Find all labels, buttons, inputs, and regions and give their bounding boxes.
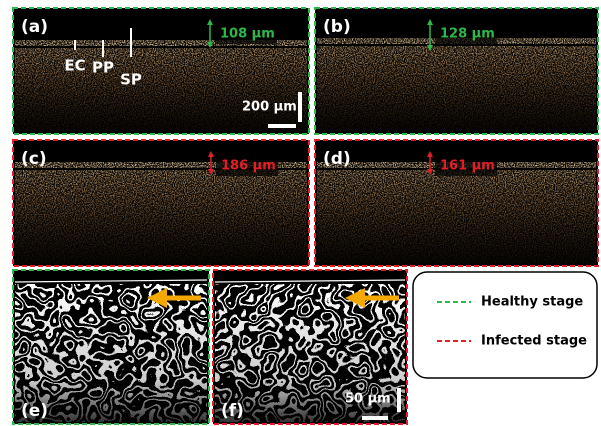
thickness-label: 186 μm [221, 159, 276, 174]
panel-label: (b) [323, 17, 351, 37]
legend-label: Infected stage [481, 334, 587, 349]
panel-label: (d) [323, 149, 351, 169]
thickness-label: 108 μm [220, 27, 275, 42]
layer-label: EC [64, 57, 85, 75]
panel-label: (c) [21, 149, 47, 169]
panel-label: (e) [21, 401, 48, 421]
oct-tissue [317, 46, 596, 132]
figure: 108 μm (a) 128 μm (b) 186 μm (c) 161 μm (d) (e) (… [0, 0, 601, 426]
scale-bar-label: 50 μm [345, 392, 391, 407]
legend: Healthy stage Infected stage [413, 272, 597, 378]
thickness-label: 128 μm [440, 27, 495, 42]
panel-label: (a) [21, 17, 48, 37]
panel-label: (f) [221, 401, 244, 421]
layer-label: PP [92, 59, 114, 77]
scale-bar-label: 200 μm [242, 100, 297, 115]
legend-box [413, 272, 597, 378]
oct-tissue [15, 48, 307, 132]
oct-tissue [317, 170, 596, 264]
legend-label: Healthy stage [481, 295, 583, 310]
layer-label: SP [120, 71, 142, 89]
oct-tissue [15, 170, 307, 264]
thickness-label: 161 μm [440, 159, 495, 174]
